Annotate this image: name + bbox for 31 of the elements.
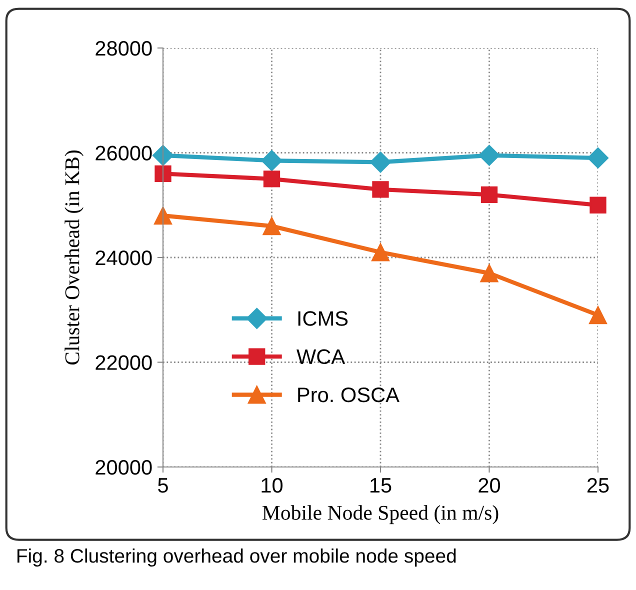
legend-label: WCA — [296, 349, 346, 364]
legend-label: ICMS — [298, 311, 348, 326]
y-tick-label: 28000 — [96, 41, 152, 56]
x-tick-label: 25 — [587, 478, 609, 493]
point — [371, 243, 390, 262]
point — [588, 306, 608, 324]
legend-label: Pro. OSCA — [298, 387, 400, 402]
point — [370, 152, 392, 173]
x-tick-label: 5 — [158, 478, 168, 493]
x-axis-title: Mobile Node Speed (in m/s) — [262, 505, 498, 524]
point — [480, 264, 498, 282]
caption: Fig. 8 Clustering overhead over mobile node speed — [17, 548, 456, 567]
point — [263, 170, 280, 188]
point — [262, 217, 281, 236]
y-tick-label: 26000 — [96, 146, 152, 161]
point — [261, 150, 282, 172]
point — [154, 165, 172, 182]
point — [372, 181, 389, 198]
point — [478, 144, 500, 166]
point — [590, 196, 606, 214]
point — [480, 186, 498, 203]
y-tick-label: 20000 — [96, 460, 152, 475]
x-tick-label: 10 — [262, 478, 283, 493]
y-axis-title: Cluster Overhead (in KB) — [64, 150, 84, 365]
y-tick-label: 22000 — [96, 355, 152, 370]
x-tick-label: 15 — [370, 478, 392, 493]
point — [152, 144, 174, 166]
y-tick-label: 24000 — [96, 250, 152, 266]
x-tick-label: 20 — [478, 478, 500, 493]
point — [154, 206, 172, 225]
point — [587, 147, 609, 169]
